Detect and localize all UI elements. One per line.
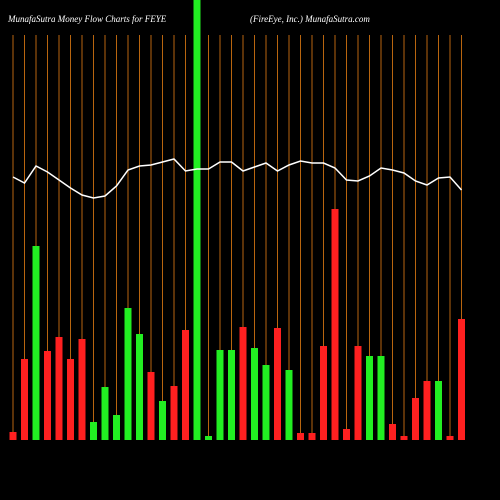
bar (205, 436, 212, 440)
bar (308, 433, 316, 440)
bar (331, 209, 339, 440)
bar (182, 330, 189, 440)
bar (159, 401, 166, 440)
bar (55, 337, 63, 440)
bar (21, 359, 28, 440)
bar (32, 246, 40, 440)
bar (423, 381, 431, 440)
bar (124, 308, 132, 440)
bar (193, 0, 201, 440)
bar (90, 422, 97, 440)
bar (251, 348, 258, 440)
price-line (12, 158, 463, 199)
bar (170, 386, 178, 440)
bar (412, 398, 419, 440)
bar (320, 346, 327, 440)
bar (44, 351, 51, 440)
bar (343, 429, 350, 440)
bar (101, 387, 109, 440)
bar (136, 334, 143, 440)
bar (228, 350, 235, 440)
bar (262, 365, 270, 440)
bar (274, 328, 281, 440)
bar (435, 381, 442, 440)
bar (458, 319, 465, 440)
bar (285, 370, 293, 440)
bar (239, 327, 247, 440)
bar (400, 436, 408, 440)
bar (9, 432, 17, 440)
bar (377, 356, 385, 440)
bar (366, 356, 373, 440)
chart-title: MunafaSutra Money Flow Charts for FEYE (7, 14, 167, 24)
chart-subtitle: (FireEye, Inc.) MunafaSutra.com (250, 14, 370, 24)
bar (147, 372, 155, 440)
bar (216, 350, 224, 440)
bar (446, 436, 454, 440)
bar (78, 339, 86, 440)
bar (354, 346, 362, 440)
bar (297, 433, 304, 440)
bar (67, 359, 74, 440)
bar (389, 424, 396, 440)
bar (113, 415, 120, 440)
